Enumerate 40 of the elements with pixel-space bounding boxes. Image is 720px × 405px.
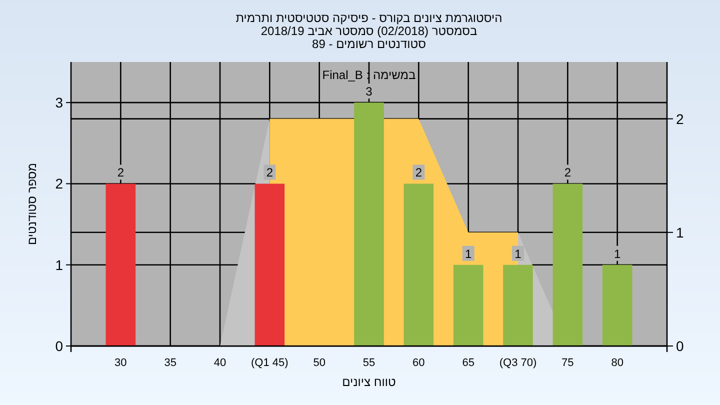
data-label: 3 xyxy=(366,84,373,99)
y-axis-title: מספר סטודנטים xyxy=(25,162,39,246)
text: סטודנטים רשומים - 89 xyxy=(312,37,426,51)
y2-tick-label: 1 xyxy=(676,224,684,240)
x-tick-label: 40 xyxy=(214,357,226,369)
y-tick-label: 3 xyxy=(55,94,64,111)
data-label: 2 xyxy=(266,166,274,180)
x-tick-label: 60 xyxy=(412,357,425,369)
x-tick-label: (Q1 45) xyxy=(251,357,288,369)
y-tick-label: 0 xyxy=(55,338,64,354)
x-tick-label: 65 xyxy=(462,357,474,369)
chart-subtitle: בסמסטר (02/2018) סמסטר אביב 2018/19 xyxy=(260,24,478,38)
bar xyxy=(453,264,484,346)
bar xyxy=(503,264,533,346)
data-label: 1 xyxy=(614,246,621,261)
y2-tick-label: 2 xyxy=(676,110,684,127)
bar xyxy=(552,184,583,346)
data-label: 2 xyxy=(117,166,124,180)
x-tick-label: 50 xyxy=(313,357,326,369)
y-tick-label: 1 xyxy=(55,256,64,273)
x-tick-label: 30 xyxy=(114,357,127,369)
x-tick-label: (Q3 70) xyxy=(499,357,537,369)
x-tick-label: 80 xyxy=(611,357,624,369)
x-tick-label: 55 xyxy=(362,357,376,369)
bar xyxy=(404,184,434,346)
chart-title: היסטוגרמת ציונים בקורס - פיסיקה סטטיסטית ותרמית xyxy=(236,11,502,25)
data-label: 1 xyxy=(514,246,522,261)
x-axis-title: טווח ציונים xyxy=(342,375,396,389)
x-tick-label: 35 xyxy=(164,357,176,369)
bar xyxy=(602,264,632,346)
x-tick-label: 75 xyxy=(562,357,574,369)
bar xyxy=(254,184,285,346)
annotation: במשימה : Final_B xyxy=(322,68,416,82)
data-label: 2 xyxy=(415,166,422,180)
y2-tick-label: 0 xyxy=(676,338,684,354)
bar xyxy=(354,102,384,346)
data-label: 2 xyxy=(564,166,572,180)
y-tick-label: 2 xyxy=(55,176,64,192)
bar xyxy=(106,184,136,346)
data-label: 1 xyxy=(464,246,472,261)
